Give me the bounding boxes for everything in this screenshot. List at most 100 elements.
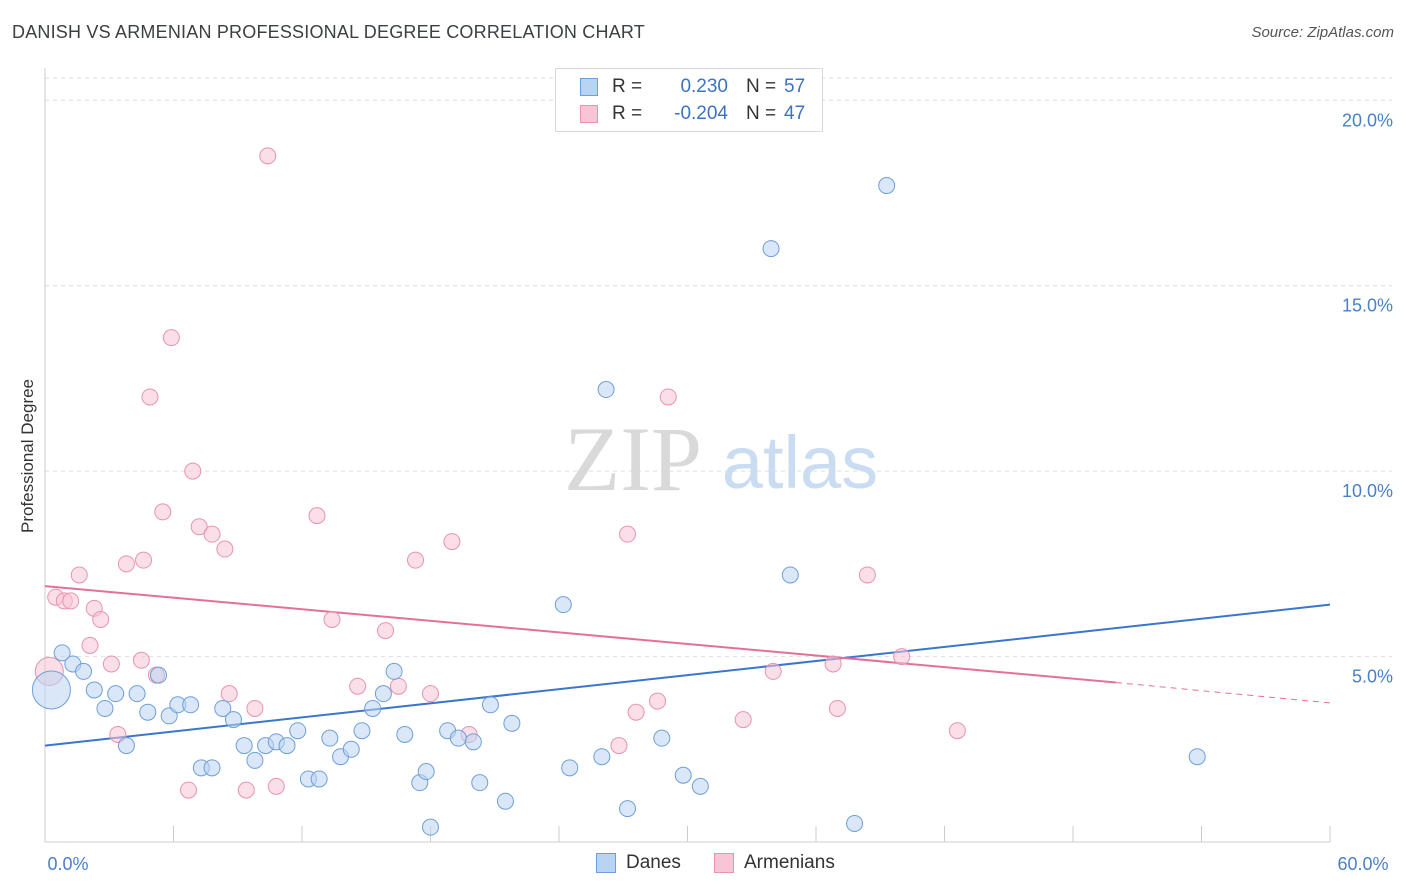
r-label: R =	[612, 76, 643, 97]
armenian-point	[407, 551, 425, 569]
gridlines	[45, 77, 1392, 658]
r-label: R =	[612, 103, 643, 124]
armenians-trend-extension	[1115, 682, 1331, 704]
dane-point	[364, 699, 382, 717]
dane-point	[597, 381, 615, 399]
dane-point	[449, 729, 467, 747]
dane-point	[619, 800, 637, 818]
trend-lines	[44, 585, 1331, 747]
dane-point	[246, 751, 264, 769]
armenian-point	[627, 703, 645, 721]
y-tick-label: 15.0%	[1342, 296, 1393, 316]
armenian-point	[734, 711, 752, 729]
dane-point	[503, 714, 521, 732]
data-points	[31, 147, 1206, 836]
dane-point	[653, 729, 671, 747]
armenian-point	[154, 503, 172, 521]
armenian-point	[824, 655, 842, 673]
dane-point	[96, 699, 114, 717]
chart-title: DANISH VS ARMENIAN PROFESSIONAL DEGREE C…	[12, 22, 645, 42]
dane-point	[139, 703, 157, 721]
armenian-point	[141, 388, 159, 406]
dane-point	[781, 566, 799, 584]
dane-point	[561, 759, 579, 777]
dane-point	[214, 699, 232, 717]
armenian-point	[246, 699, 264, 717]
legend-item-armenians[interactable]: Armenians	[714, 852, 835, 874]
armenian-point	[184, 462, 202, 480]
dane-point	[128, 685, 146, 703]
dane-point	[224, 711, 242, 729]
danes-swatch	[580, 78, 598, 96]
armenian-point	[948, 722, 966, 740]
legend-item-danes[interactable]: Danes	[596, 852, 681, 874]
armenians-legend-swatch	[714, 853, 734, 873]
armenian-point	[62, 592, 80, 610]
armenian-point	[389, 677, 407, 695]
dane-point	[464, 733, 482, 751]
dane-point	[878, 177, 896, 195]
dane-point	[289, 722, 307, 740]
dane-point	[396, 725, 414, 743]
watermark-zip: ZIP	[564, 408, 702, 510]
dane-point	[846, 814, 864, 832]
armenian-point	[377, 622, 395, 640]
armenians-swatch	[580, 105, 598, 123]
dane-point	[674, 766, 692, 784]
n-label: N =	[746, 76, 777, 97]
n-value: 57	[784, 76, 806, 97]
armenian-point	[220, 685, 238, 703]
x-tick-label: 60.0%	[1337, 854, 1388, 874]
armenian-point	[619, 525, 637, 543]
dane-point	[554, 596, 572, 614]
dane-point	[310, 770, 328, 788]
dane-point	[117, 737, 135, 755]
armenian-point	[308, 507, 326, 525]
dane-point	[593, 748, 611, 766]
tick-labels: 5.0% 10.0% 15.0% 20.0% 0.0% 60.0%	[47, 110, 1393, 874]
dane-point	[31, 670, 71, 710]
armenian-point	[92, 610, 110, 628]
armenian-point	[828, 699, 846, 717]
danes-trend-line	[44, 603, 1331, 747]
armenian-point	[893, 648, 911, 666]
dane-point	[150, 666, 168, 684]
dane-point	[182, 696, 200, 714]
armenian-point	[102, 655, 120, 673]
dane-point	[342, 740, 360, 758]
dane-point	[107, 685, 125, 703]
armenian-point	[764, 662, 782, 680]
armenian-point	[216, 540, 234, 558]
armenian-point	[649, 692, 667, 710]
n-label: N =	[746, 103, 777, 124]
r-value: 0.230	[680, 76, 728, 97]
armenian-point	[610, 737, 628, 755]
y-tick-label: 10.0%	[1342, 481, 1393, 501]
dane-point	[422, 818, 439, 836]
armenian-point	[237, 781, 255, 799]
dane-point	[75, 662, 93, 680]
armenian-point	[117, 555, 135, 573]
armenian-point	[659, 388, 677, 406]
dane-point	[53, 644, 71, 662]
series-legend: Danes Armenians	[0, 852, 1406, 878]
armenian-point	[135, 551, 153, 569]
dane-point	[417, 763, 435, 781]
source-label: Source: ZipAtlas.com	[1251, 24, 1394, 41]
armenian-point	[443, 533, 461, 551]
dane-point	[385, 662, 403, 680]
dane-point	[203, 759, 221, 777]
armenian-point	[267, 777, 285, 795]
danes-legend-label: Danes	[626, 852, 681, 873]
dane-point	[278, 737, 296, 755]
dane-point	[762, 240, 780, 258]
danes-legend-swatch	[596, 853, 616, 873]
dane-point	[1188, 748, 1206, 766]
armenian-point	[70, 566, 88, 584]
armenian-point	[132, 651, 150, 669]
armenian-point	[259, 147, 277, 165]
armenian-point	[81, 636, 99, 654]
legend-row-armenians: R = -0.204 N = 47	[580, 102, 805, 126]
armenian-point	[349, 677, 367, 695]
